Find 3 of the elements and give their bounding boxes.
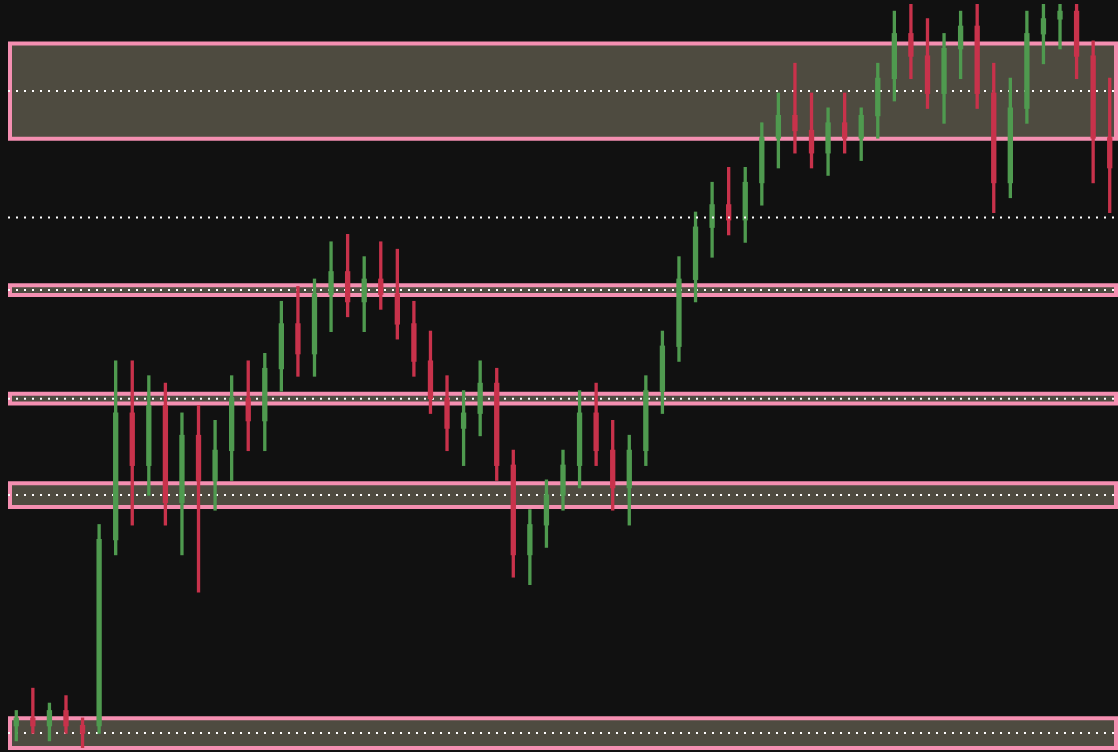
- candlestick: [1057, 4, 1063, 50]
- candlestick: [792, 62, 798, 154]
- candlestick: [30, 687, 36, 734]
